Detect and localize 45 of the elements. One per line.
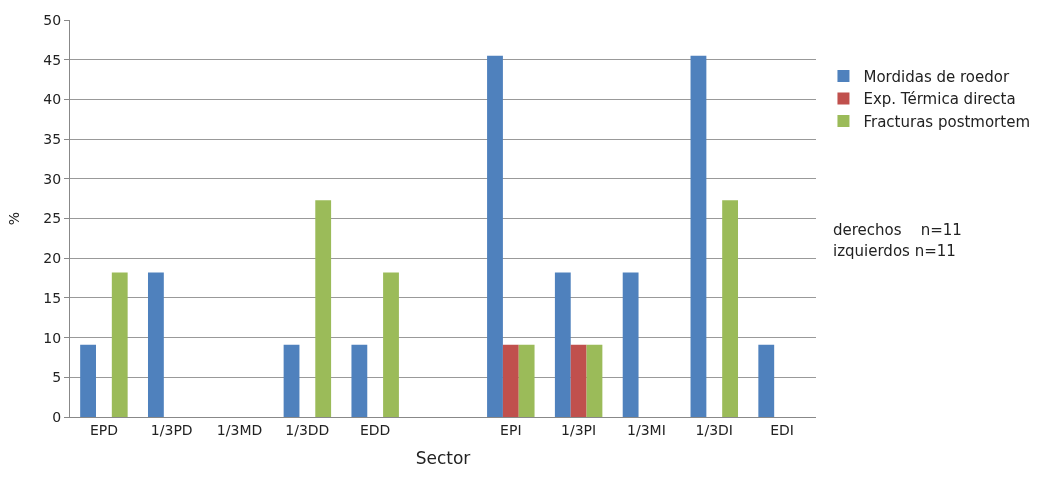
y-tick-label: 15 [43, 289, 62, 306]
y-tick-label: 50 [43, 11, 62, 28]
y-axis-title: % [5, 211, 22, 226]
y-tick-label: 10 [43, 329, 62, 346]
x-tick-label: 1/3DI [695, 421, 733, 438]
x-tick-label: EDD [359, 421, 391, 438]
y-tick-label: 25 [43, 210, 62, 227]
bar [570, 344, 587, 417]
bar [315, 200, 332, 417]
legend-label: Fracturas postmortem [863, 112, 1031, 131]
bar [351, 344, 368, 417]
y-tick-label: 40 [43, 91, 62, 108]
y-tick-label: 20 [43, 250, 62, 267]
x-tick-label: 1/3MI [627, 421, 666, 438]
legend-label: Exp. Térmica directa [863, 90, 1016, 109]
bar [554, 272, 571, 417]
bar [502, 344, 519, 417]
x-tick-label: 1/3PI [561, 421, 597, 438]
text: izquierdos n=11 [833, 242, 956, 260]
bar [586, 344, 603, 417]
x-tick-label: 1/3DD [285, 421, 330, 438]
bar [518, 344, 535, 417]
bar [722, 200, 739, 417]
y-tick-label: 45 [43, 51, 62, 68]
bar [758, 344, 775, 417]
bar [147, 272, 164, 417]
x-tick-label: EDI [770, 421, 794, 438]
y-tick-label: 0 [52, 408, 62, 425]
y-tick-label: 5 [52, 369, 62, 386]
x-axis-title: Sector [415, 448, 471, 469]
x-tick-label: EPI [500, 421, 522, 438]
text: derechos n=11 [833, 221, 962, 239]
y-tick-label: 30 [43, 170, 62, 187]
bar [383, 272, 399, 417]
bar [283, 344, 300, 417]
y-tick-label: 35 [43, 131, 62, 147]
x-tick-label: EPD [89, 421, 118, 438]
bar [487, 55, 503, 417]
bar [690, 55, 707, 417]
bar [622, 272, 639, 417]
bar [111, 272, 128, 417]
bar [80, 344, 96, 417]
x-tick-label: 1/3PD [150, 421, 193, 438]
x-tick-label: 1/3MD [216, 421, 263, 438]
legend-label: Mordidas de roedor [863, 67, 1010, 86]
